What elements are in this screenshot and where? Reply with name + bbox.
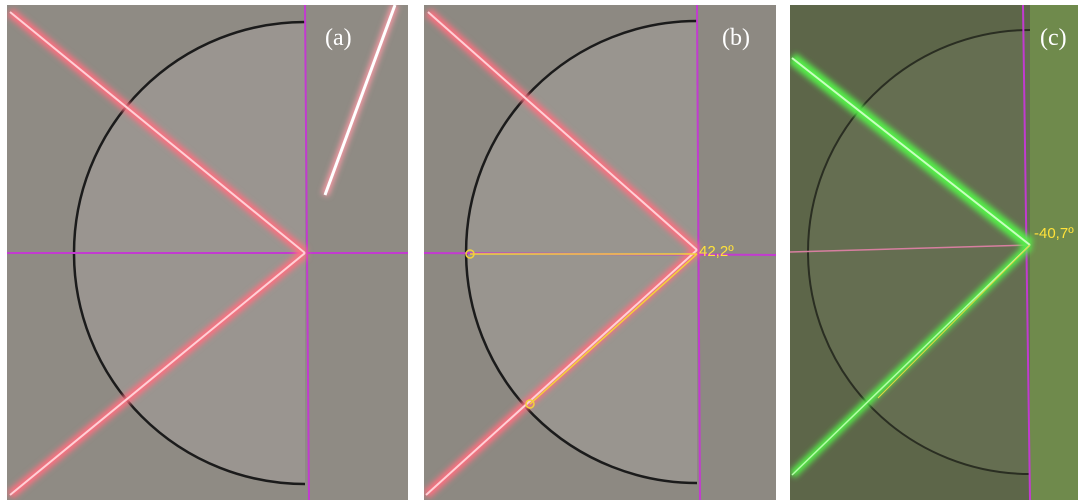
figure: (a) (b) 42,2º (c) — [0, 0, 1083, 503]
panel-label: (c) — [1040, 25, 1067, 51]
panel-a: (a) — [7, 5, 408, 500]
angle-label: -40,7º — [1034, 225, 1074, 242]
angle-label: 42,2º — [699, 243, 734, 260]
panel-c: (c) -40,7º — [790, 5, 1078, 500]
panel-b: (b) 42,2º — [424, 5, 776, 500]
panel-label: (b) — [722, 25, 750, 51]
panel-label: (a) — [325, 25, 352, 51]
